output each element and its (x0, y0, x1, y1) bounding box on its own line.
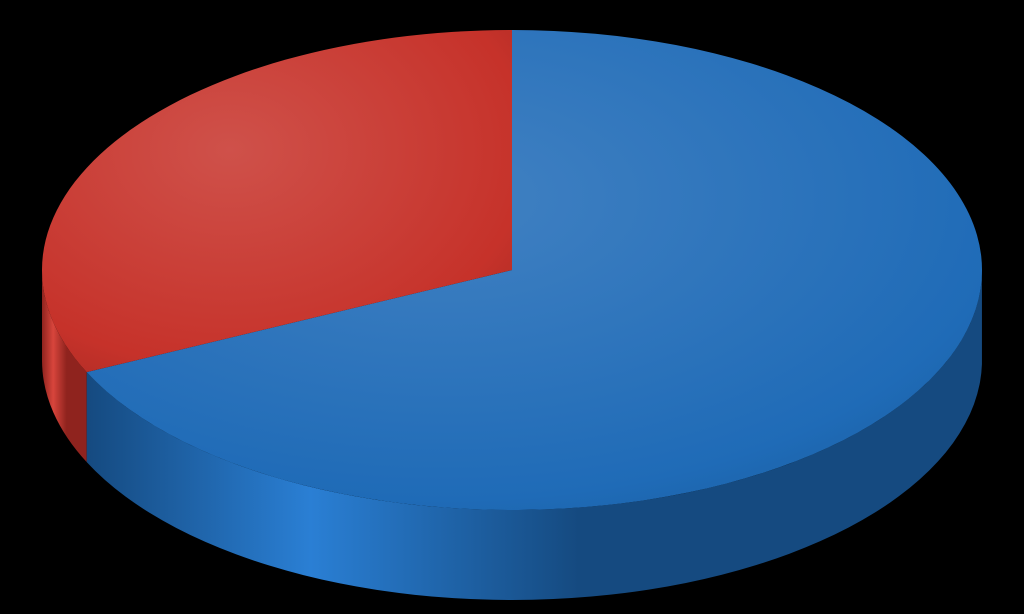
pie-tops (42, 30, 982, 510)
pie-chart-3d (0, 0, 1024, 614)
